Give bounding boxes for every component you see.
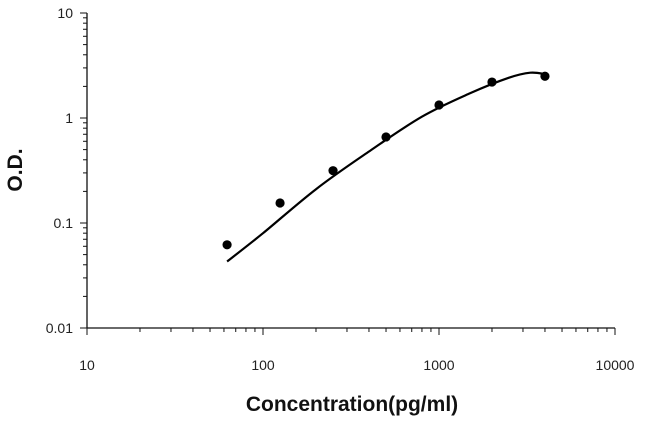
data-point — [487, 77, 497, 87]
x-axis-ticks: 10 100 1000 10000 — [79, 328, 635, 373]
y-tick-label: 10 — [57, 5, 73, 21]
y-tick-label: 0.1 — [54, 215, 74, 231]
y-tick-label: 0.01 — [46, 320, 73, 336]
data-point — [434, 100, 444, 110]
data-point — [328, 166, 338, 176]
y-tick-label: 1 — [65, 110, 73, 126]
y-axis-ticks: 0.01 0.1 1 10 — [46, 5, 87, 336]
fit-curve — [226, 71, 546, 263]
data-point — [222, 240, 232, 250]
x-tick-label: 10 — [79, 357, 95, 373]
fit-curve-layer — [226, 71, 546, 263]
x-axis-title: Concentration(pg/ml) — [246, 393, 458, 416]
x-tick-label: 100 — [251, 357, 275, 373]
data-point — [275, 198, 285, 208]
axes — [86, 13, 615, 329]
x-tick-label: 10000 — [596, 357, 635, 373]
x-tick-label: 1000 — [423, 357, 454, 373]
data-points-layer — [222, 71, 550, 250]
y-axis-title: O.D. — [4, 148, 27, 191]
data-point — [540, 71, 550, 81]
data-point — [381, 132, 391, 142]
